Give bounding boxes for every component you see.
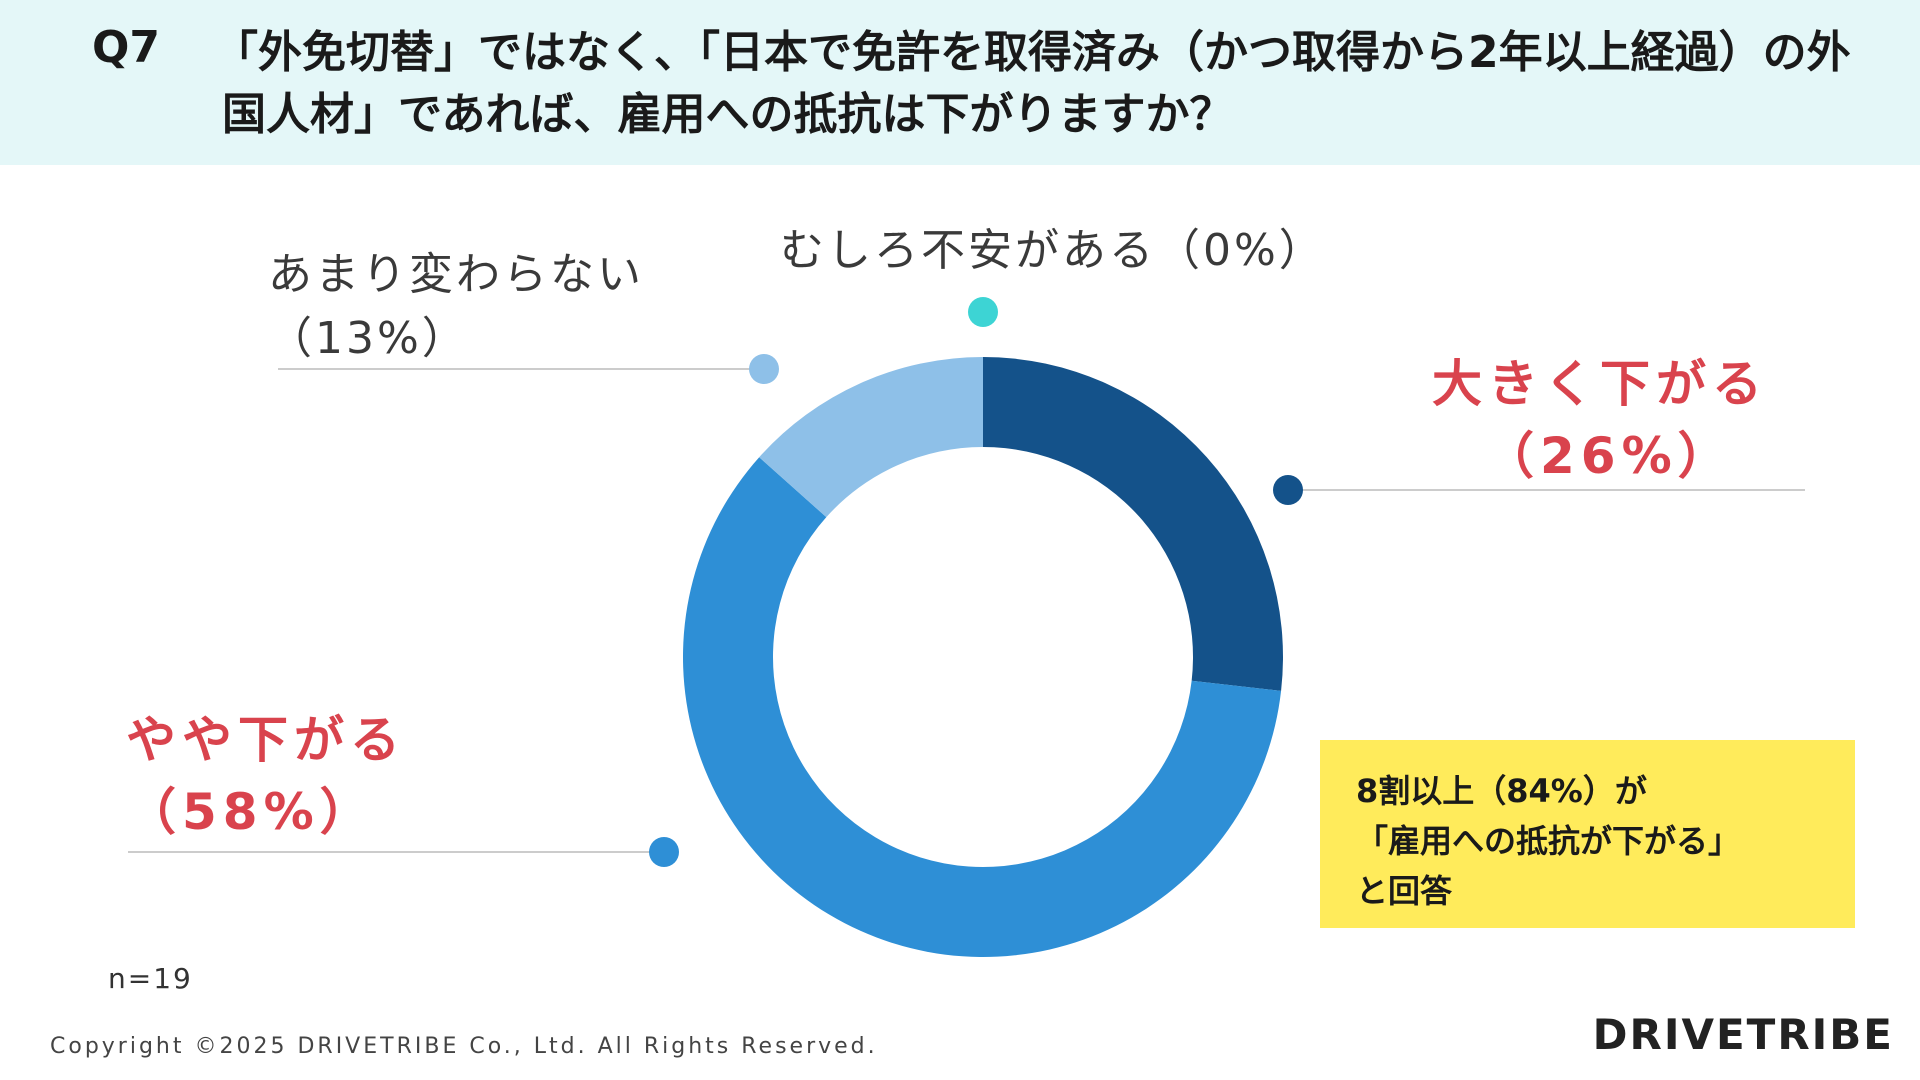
leader-dot-big-down (1273, 475, 1303, 505)
summary-callout: 8割以上（84%）が 「雇用への抵抗が下がる」 と回答 (1320, 740, 1855, 928)
question-header: Q7 「外免切替」ではなく、「日本で免許を取得済み（かつ取得から2年以上経過）の… (0, 0, 1920, 165)
donut-slice-1 (683, 457, 1282, 957)
brand-logo: DRIVETRIBE (1592, 1010, 1894, 1059)
label-no-change: あまり変わらない （13%） (268, 238, 644, 366)
callout-line-2: 「雇用への抵抗が下がる」 (1356, 822, 1741, 860)
label-anxious: むしろ不安がある（0%） (780, 225, 1326, 276)
copyright: Copyright ©2025 DRIVETRIBE Co., Ltd. All… (50, 1034, 878, 1059)
callout-line-3: と回答 (1356, 872, 1453, 910)
label-slight-down: やや下がる （58%） (126, 700, 406, 844)
question-number: Q7 (92, 22, 161, 73)
leader-dot-slight-down (649, 837, 679, 867)
question-text: 「外免切替」ではなく、「日本で免許を取得済み（かつ取得から2年以上経過）の外国人… (214, 27, 1851, 140)
label-slight-down-percent: （58%） (126, 783, 376, 841)
callout-line-1: 8割以上（84%）が (1356, 772, 1647, 810)
leader-dot-anxious (968, 297, 998, 327)
donut-slice-0 (983, 357, 1283, 691)
sample-size: n=19 (108, 962, 193, 995)
label-no-change-name: あまり変わらない (268, 249, 644, 300)
label-no-change-percent: （13%） (268, 313, 469, 364)
donut-slice-2 (759, 357, 983, 518)
label-big-down-percent: （26%） (1484, 427, 1734, 485)
label-big-down: 大きく下がる （26%） (1432, 344, 1768, 488)
label-slight-down-name: やや下がる (126, 711, 406, 769)
leader-dot-no-change (749, 354, 779, 384)
label-big-down-name: 大きく下がる (1432, 355, 1768, 413)
